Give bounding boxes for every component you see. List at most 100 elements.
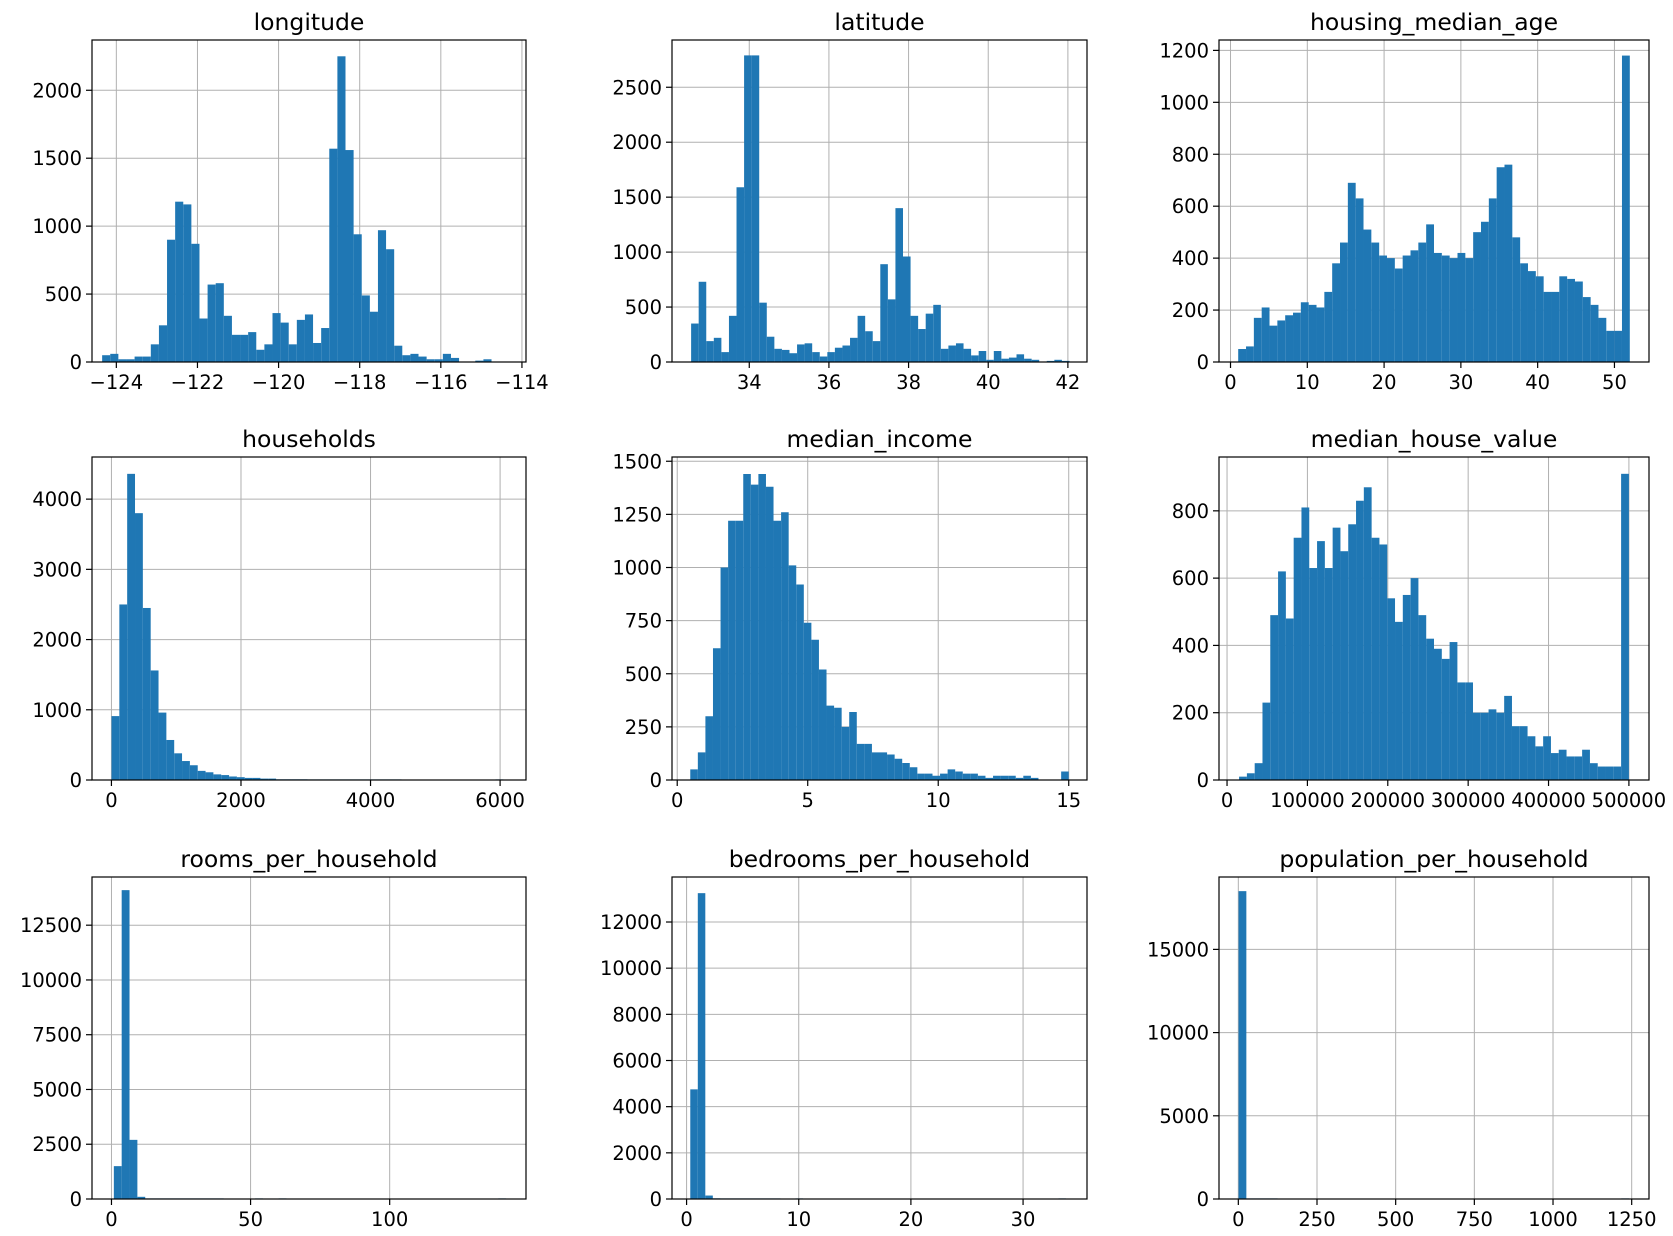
histogram-bar: [1418, 242, 1427, 362]
histogram-bar: [978, 351, 987, 362]
histogram-bar: [134, 356, 143, 362]
histogram-bar: [111, 716, 120, 780]
axes-frame: [91, 39, 527, 363]
histogram-bar: [1605, 766, 1614, 780]
subplot-title: housing_median_age: [1310, 8, 1558, 36]
histogram-bar: [1379, 255, 1387, 362]
x-tick-label: −124: [90, 371, 144, 394]
subplot-title: longitude: [254, 8, 365, 36]
histogram-bar: [1308, 304, 1317, 362]
histogram-bar: [1449, 642, 1458, 780]
histogram-bar: [1511, 726, 1520, 780]
histogram-bar: [1008, 357, 1017, 362]
histogram-bar: [841, 726, 850, 781]
x-tick-label: 20: [1372, 371, 1397, 394]
x-tick-label: 36: [817, 371, 842, 394]
histogram-bar: [1402, 255, 1411, 362]
histogram-bar: [856, 743, 865, 781]
histogram-bar: [986, 359, 994, 362]
histogram-bar: [1061, 771, 1069, 780]
histogram-bar: [759, 302, 767, 362]
histogram-bar: [834, 347, 843, 362]
histogram-bar: [1449, 258, 1458, 362]
histogram-bar: [118, 359, 127, 362]
histogram-bar: [1535, 276, 1544, 362]
histogram-bar: [977, 775, 986, 780]
histogram-bar: [345, 150, 354, 362]
axes-frame: [1218, 876, 1650, 1200]
histogram-bar: [1550, 753, 1559, 780]
histogram-bar: [705, 716, 713, 780]
subplot-median_income: 0 5 10 15 0 250 500 750 1000 1250 1500 median_incom…: [612, 425, 1088, 812]
histogram-bar: [244, 777, 253, 780]
histogram-bar: [955, 771, 963, 780]
histogram-bar: [834, 707, 842, 780]
subplot-title: latitude: [834, 8, 924, 36]
histogram-bar: [1543, 291, 1552, 362]
histogram-bar: [252, 777, 261, 780]
y-tick-label: 0: [650, 769, 662, 792]
x-tick-label: 50: [1602, 371, 1627, 394]
x-tick-label: 50: [238, 1208, 263, 1231]
histogram-bar: [705, 1195, 713, 1199]
histogram-bar: [361, 295, 370, 362]
histogram-bar: [1606, 330, 1615, 362]
y-tick-label: 12500: [20, 914, 82, 937]
histogram-bar: [236, 777, 245, 780]
y-tick-label: 600: [1172, 195, 1209, 218]
histogram-bar: [804, 343, 813, 362]
histogram-bar: [918, 329, 926, 362]
x-tick-label: 30: [1011, 1208, 1036, 1231]
histogram-bar: [1317, 541, 1325, 780]
histogram-bar: [1473, 232, 1481, 362]
y-tick-label: 12000: [600, 911, 662, 934]
histogram-bar: [1278, 571, 1286, 780]
y-tick-label: 3000: [32, 558, 82, 581]
histogram-bar: [728, 520, 736, 780]
y-tick-label: 1000: [612, 241, 662, 264]
y-tick-label: 8000: [612, 1003, 662, 1026]
y-tick-label: 0: [70, 1188, 82, 1211]
histogram-bar: [781, 349, 790, 362]
histogram-bar: [337, 56, 346, 363]
y-tick-label: 500: [625, 663, 662, 686]
x-tick-label: 10: [926, 789, 951, 812]
x-tick-label: 1000: [1528, 1208, 1578, 1231]
histogram-bar: [126, 359, 135, 362]
histogram-bar: [197, 770, 206, 780]
histogram-bar: [369, 311, 378, 362]
axes-frame: [671, 39, 1088, 363]
axes-frame: [671, 456, 1088, 781]
histogram-bar: [1496, 712, 1505, 780]
subplot-title: population_per_household: [1279, 845, 1588, 873]
histogram-bar: [205, 772, 214, 780]
histogram-bar: [1558, 749, 1567, 780]
histogram-bar: [827, 352, 835, 362]
histogram-bar: [1457, 252, 1466, 362]
histogram-bar: [1410, 578, 1419, 781]
histogram-bar: [925, 313, 934, 362]
y-tick-label: 6000: [612, 1050, 662, 1073]
histogram-bar: [691, 323, 699, 362]
histogram-bar: [1301, 507, 1310, 780]
histogram-bar: [962, 773, 971, 781]
histogram-bar: [386, 249, 395, 362]
x-tick-label: −122: [171, 371, 225, 394]
histogram-bar: [1410, 250, 1419, 362]
histogram-bar: [231, 334, 241, 362]
histogram-bar: [166, 739, 175, 780]
x-tick-label: 0: [105, 789, 117, 812]
histogram-bar: [1527, 271, 1536, 362]
histogram-bar: [895, 208, 903, 362]
y-tick-label: 0: [1197, 769, 1209, 792]
y-tick-label: 1000: [612, 557, 662, 580]
histogram-bar: [1270, 615, 1279, 780]
histogram-bar: [142, 356, 151, 362]
subplot-title: bedrooms_per_household: [729, 845, 1030, 873]
x-tick-label: 0: [1232, 1208, 1244, 1231]
histogram-bar: [1465, 682, 1473, 780]
y-tick-label: 500: [625, 296, 662, 319]
x-tick-label: 250: [1298, 1208, 1335, 1231]
histogram-bar: [280, 322, 289, 362]
histogram-bar: [880, 264, 888, 362]
